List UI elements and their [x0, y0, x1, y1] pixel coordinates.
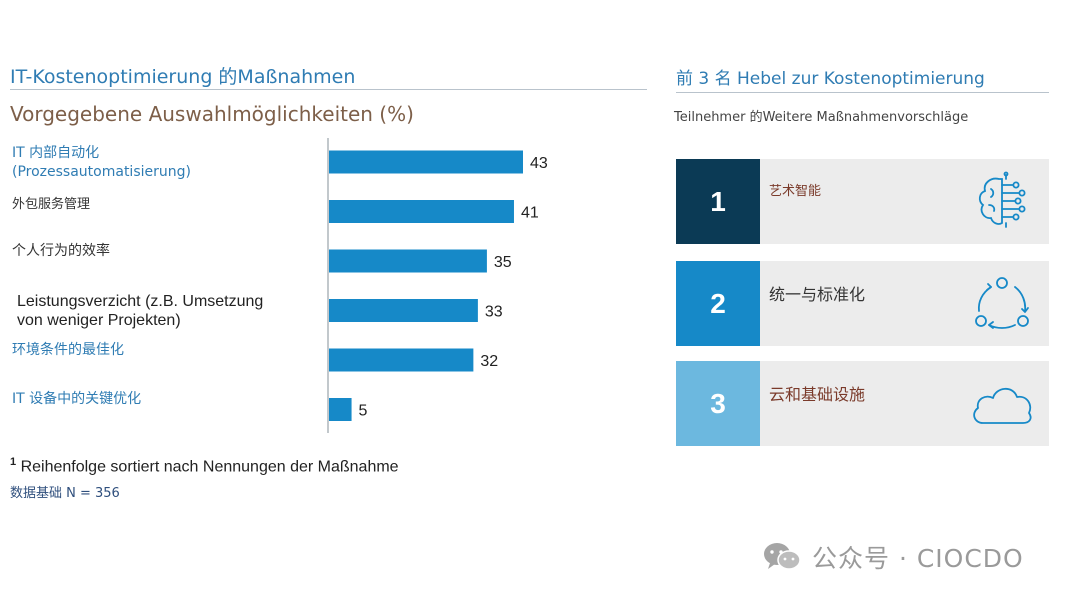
category-label-6-line-1: IT 设备中的关键优化: [12, 391, 142, 407]
bar-chart: 43 41 35 33 32 5: [327, 138, 548, 433]
footnote: 1 Reihenfolge sortiert nach Nennungen de…: [10, 456, 399, 476]
bar-value-label-3: 35: [494, 254, 512, 271]
right-title-divider: [676, 92, 1049, 93]
bar-2: [329, 200, 514, 223]
category-label-2: 外包服务管理: [12, 195, 90, 214]
right-panel-subtitle: Teilnehmer 的Weitere Maßnahmenvorschläge: [674, 110, 969, 125]
lever-card-3: 3 云和基础设施: [676, 361, 1049, 446]
lever-number-1: 1: [676, 159, 760, 244]
brain-circuit-icon: [978, 171, 1026, 228]
footnote-mark: 1: [10, 456, 17, 468]
category-label-3-line-1: 个人行为的效率: [12, 243, 110, 259]
lever-label-1: 艺术智能: [769, 184, 822, 199]
watermark-text: 公众号 · CIOCDO: [812, 544, 1024, 573]
bar-value-label-4: 33: [485, 304, 503, 321]
lever-card-2: 2 统一与标准化: [676, 261, 1049, 346]
category-label-4-line-2: von weniger Projekten): [17, 312, 181, 329]
category-label-4-line-1: Leistungsverzicht (z.B. Umsetzung: [17, 293, 264, 310]
bar-1: [329, 150, 523, 174]
bar-3: [329, 249, 487, 273]
lever-label-2: 统一与标准化: [769, 285, 866, 304]
left-panel-title: IT-Kostenoptimierung 的Maßnahmen: [10, 66, 356, 88]
category-label-5: 环境条件的最佳化: [12, 341, 124, 360]
bar-5: [329, 348, 474, 372]
lever-number-3: 3: [676, 361, 760, 446]
cloud-icon: [973, 387, 1032, 424]
category-label-3: 个人行为的效率: [12, 242, 110, 261]
category-label-4: Leistungsverzicht (z.B. Umsetzung von we…: [17, 292, 263, 330]
data-base-note: 数据基础 N = 356: [10, 486, 120, 501]
category-label-1: IT 内部自动化 (Prozessautomatisierung): [12, 144, 191, 182]
watermark: 公众号 · CIOCDO: [762, 540, 1024, 574]
bar-6: [329, 398, 352, 421]
bar-value-label-6: 5: [359, 403, 368, 420]
category-label-6: IT 设备中的关键优化: [12, 390, 141, 409]
bar-value-label-1: 43: [530, 155, 548, 172]
left-title-divider: [10, 89, 647, 90]
chart-subtitle: Vorgegebene Auswahlmöglichkeiten (%): [10, 102, 414, 126]
footnote-text: Reihenfolge sortiert nach Nennungen der …: [16, 458, 399, 476]
lever-label-3: 云和基础设施: [769, 385, 866, 404]
lever-card-1: 1 艺术智能: [676, 159, 1049, 244]
category-label-1-line-2: (Prozessautomatisierung): [12, 164, 191, 180]
cycle-arrows-icon: [975, 277, 1029, 329]
bar-value-label-5: 32: [480, 353, 498, 370]
wechat-icon: [764, 543, 801, 570]
bar-value-label-2: 41: [521, 205, 539, 222]
lever-number-2: 2: [676, 261, 760, 346]
right-panel-title: 前 3 名 Hebel zur Kostenoptimierung: [676, 69, 985, 89]
category-label-1-line-1: IT 内部自动化: [12, 145, 100, 161]
category-label-5-line-1: 环境条件的最佳化: [12, 342, 124, 358]
bar-4: [329, 299, 478, 322]
category-label-2-line-1: 外包服务管理: [12, 197, 91, 212]
